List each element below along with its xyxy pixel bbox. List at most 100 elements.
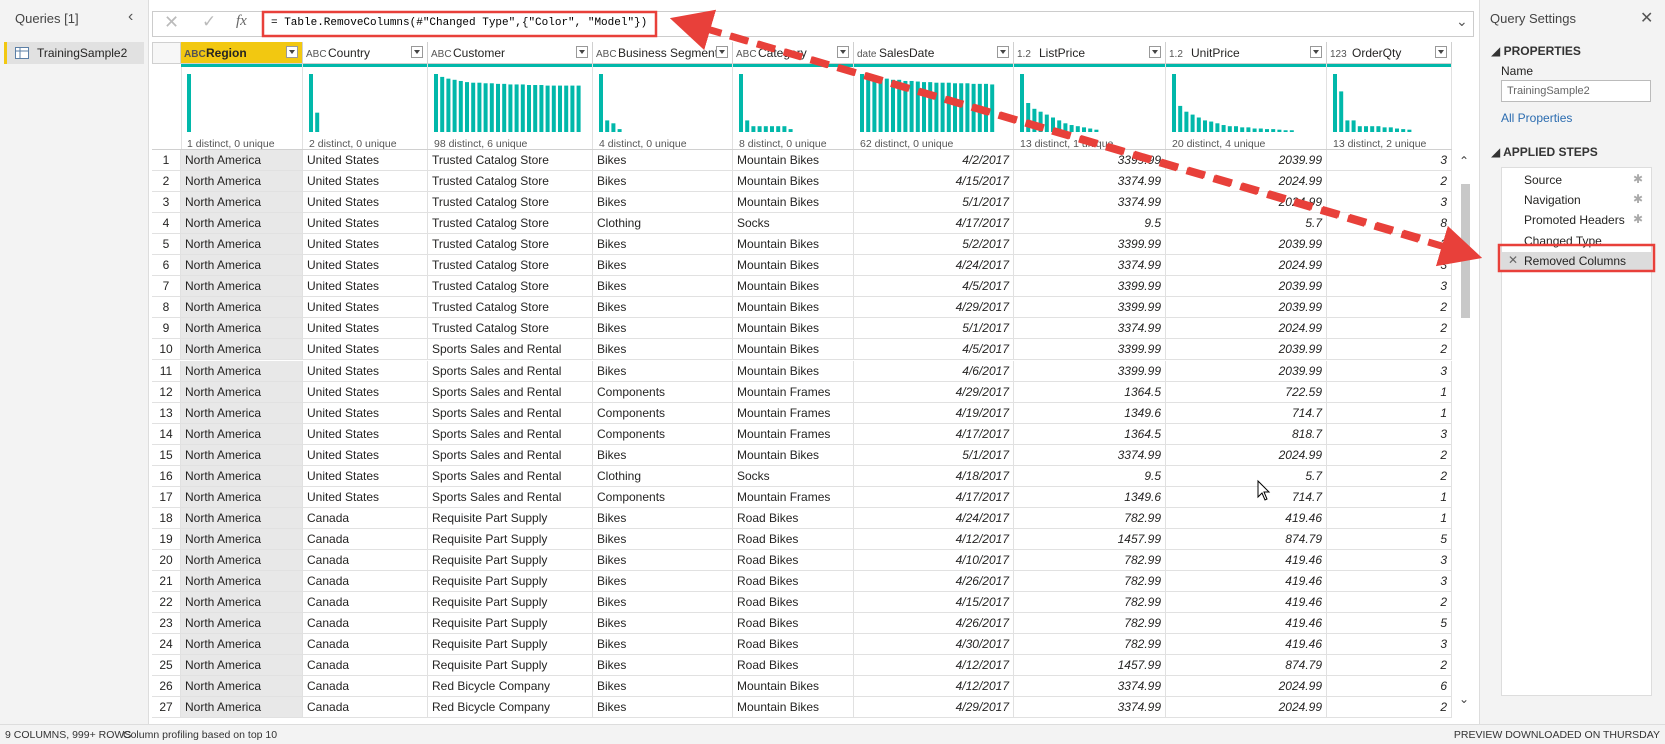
scroll-up[interactable]: ⌃: [1459, 154, 1470, 168]
cell[interactable]: United States: [303, 465, 428, 487]
query-item[interactable]: TrainingSample2: [4, 42, 144, 64]
cell[interactable]: Road Bikes: [733, 571, 854, 592]
cell[interactable]: Bikes: [593, 528, 733, 550]
commit-icon[interactable]: ✓: [202, 12, 217, 31]
cell[interactable]: 3399.99: [1014, 276, 1166, 298]
cell[interactable]: Bikes: [593, 676, 733, 698]
cell[interactable]: 4/24/2017: [854, 507, 1014, 529]
cell[interactable]: 874.79: [1166, 655, 1327, 677]
cell[interactable]: Requisite Part Supply: [428, 592, 593, 614]
cell[interactable]: 4/26/2017: [854, 571, 1014, 592]
cell[interactable]: United States: [303, 276, 428, 298]
cell[interactable]: North America: [181, 213, 303, 235]
cell[interactable]: United States: [303, 339, 428, 361]
step-settings-icon[interactable]: ✱: [1632, 172, 1643, 186]
cell[interactable]: Trusted Catalog Store: [428, 297, 593, 319]
applied-step[interactable]: Source ✱: [1502, 171, 1651, 190]
cell[interactable]: Bikes: [593, 592, 733, 614]
cell[interactable]: Bikes: [593, 360, 733, 382]
cell[interactable]: North America: [181, 444, 303, 466]
cell[interactable]: 1457.99: [1014, 528, 1166, 550]
cell[interactable]: 2039.99: [1166, 360, 1327, 382]
cell[interactable]: 1349.6: [1014, 486, 1166, 508]
cell[interactable]: Canada: [303, 613, 428, 635]
cell[interactable]: Bikes: [593, 297, 733, 319]
delete-step-icon[interactable]: ✕: [1508, 252, 1519, 267]
select-all-corner[interactable]: [152, 42, 181, 64]
cell[interactable]: 3399.99: [1014, 234, 1166, 256]
cell[interactable]: Requisite Part Supply: [428, 634, 593, 656]
name-input[interactable]: TrainingSample2: [1501, 80, 1651, 102]
cell[interactable]: 2: [1327, 655, 1452, 677]
cell[interactable]: 5/1/2017: [854, 444, 1014, 466]
all-properties-link[interactable]: All Properties: [1501, 111, 1573, 125]
cell[interactable]: Sports Sales and Rental: [428, 465, 593, 487]
cell[interactable]: North America: [181, 655, 303, 677]
cell[interactable]: 2: [1327, 171, 1452, 193]
cell[interactable]: Sports Sales and Rental: [428, 402, 593, 424]
cell[interactable]: Road Bikes: [733, 613, 854, 635]
cell[interactable]: 782.99: [1014, 507, 1166, 529]
cell[interactable]: 4/17/2017: [854, 486, 1014, 508]
cell[interactable]: United States: [303, 486, 428, 508]
cell[interactable]: 9.5: [1014, 465, 1166, 487]
cell[interactable]: 4/17/2017: [854, 213, 1014, 235]
cell[interactable]: 4/30/2017: [854, 634, 1014, 656]
cell[interactable]: 8: [1327, 213, 1452, 235]
cell[interactable]: Mountain Bikes: [733, 339, 854, 361]
cell[interactable]: Requisite Part Supply: [428, 549, 593, 571]
cell[interactable]: 2024.99: [1166, 444, 1327, 466]
cell[interactable]: Mountain Frames: [733, 423, 854, 445]
cell[interactable]: Sports Sales and Rental: [428, 444, 593, 466]
filter-button[interactable]: [997, 46, 1009, 58]
collapse-button[interactable]: ‹: [128, 8, 134, 25]
applied-step[interactable]: Navigation ✱: [1502, 191, 1651, 210]
cell[interactable]: 4/15/2017: [854, 171, 1014, 193]
cell[interactable]: 2024.99: [1166, 171, 1327, 193]
cell[interactable]: Bikes: [593, 234, 733, 256]
cell[interactable]: 818.7: [1166, 423, 1327, 445]
cell[interactable]: Socks: [733, 465, 854, 487]
cell[interactable]: 2: [1327, 465, 1452, 487]
cell[interactable]: 4/26/2017: [854, 613, 1014, 635]
cell[interactable]: 4/5/2017: [854, 276, 1014, 298]
cell[interactable]: Bikes: [593, 549, 733, 571]
cell[interactable]: Sports Sales and Rental: [428, 423, 593, 445]
cell[interactable]: Trusted Catalog Store: [428, 150, 593, 171]
cell[interactable]: Road Bikes: [733, 549, 854, 571]
cell[interactable]: 5: [1327, 528, 1452, 550]
cell[interactable]: 2039.99: [1166, 150, 1327, 171]
applied-step[interactable]: Changed Type: [1502, 232, 1651, 251]
cell[interactable]: Mountain Frames: [733, 381, 854, 403]
cell[interactable]: Bikes: [593, 150, 733, 171]
cell[interactable]: Sports Sales and Rental: [428, 339, 593, 361]
cell[interactable]: Requisite Part Supply: [428, 507, 593, 529]
cell[interactable]: 782.99: [1014, 592, 1166, 614]
cell[interactable]: 5.7: [1166, 213, 1327, 235]
cell[interactable]: 1: [1327, 381, 1452, 403]
cell[interactable]: 782.99: [1014, 613, 1166, 635]
cell[interactable]: 2024.99: [1166, 676, 1327, 698]
cell[interactable]: North America: [181, 276, 303, 298]
cell[interactable]: 2: [1327, 444, 1452, 466]
cell[interactable]: North America: [181, 423, 303, 445]
column-header[interactable]: ABCRegion: [181, 42, 303, 64]
cell[interactable]: 2039.99: [1166, 297, 1327, 319]
cell[interactable]: 722.59: [1166, 381, 1327, 403]
cell[interactable]: North America: [181, 465, 303, 487]
cell[interactable]: 1: [1327, 507, 1452, 529]
cell[interactable]: Bikes: [593, 655, 733, 677]
cell[interactable]: Components: [593, 423, 733, 445]
cell[interactable]: 714.7: [1166, 486, 1327, 508]
cell[interactable]: 3: [1327, 549, 1452, 571]
cell[interactable]: Mountain Bikes: [733, 234, 854, 256]
cell[interactable]: North America: [181, 592, 303, 614]
column-header[interactable]: ABCCountry: [303, 42, 428, 64]
cell[interactable]: Sports Sales and Rental: [428, 381, 593, 403]
cell[interactable]: 3: [1327, 255, 1452, 277]
cell[interactable]: 4/2/2017: [854, 150, 1014, 171]
cell[interactable]: Bikes: [593, 634, 733, 656]
cell[interactable]: 4/24/2017: [854, 255, 1014, 277]
applied-step[interactable]: ✕ Removed Columns: [1502, 251, 1651, 271]
cell[interactable]: North America: [181, 150, 303, 171]
